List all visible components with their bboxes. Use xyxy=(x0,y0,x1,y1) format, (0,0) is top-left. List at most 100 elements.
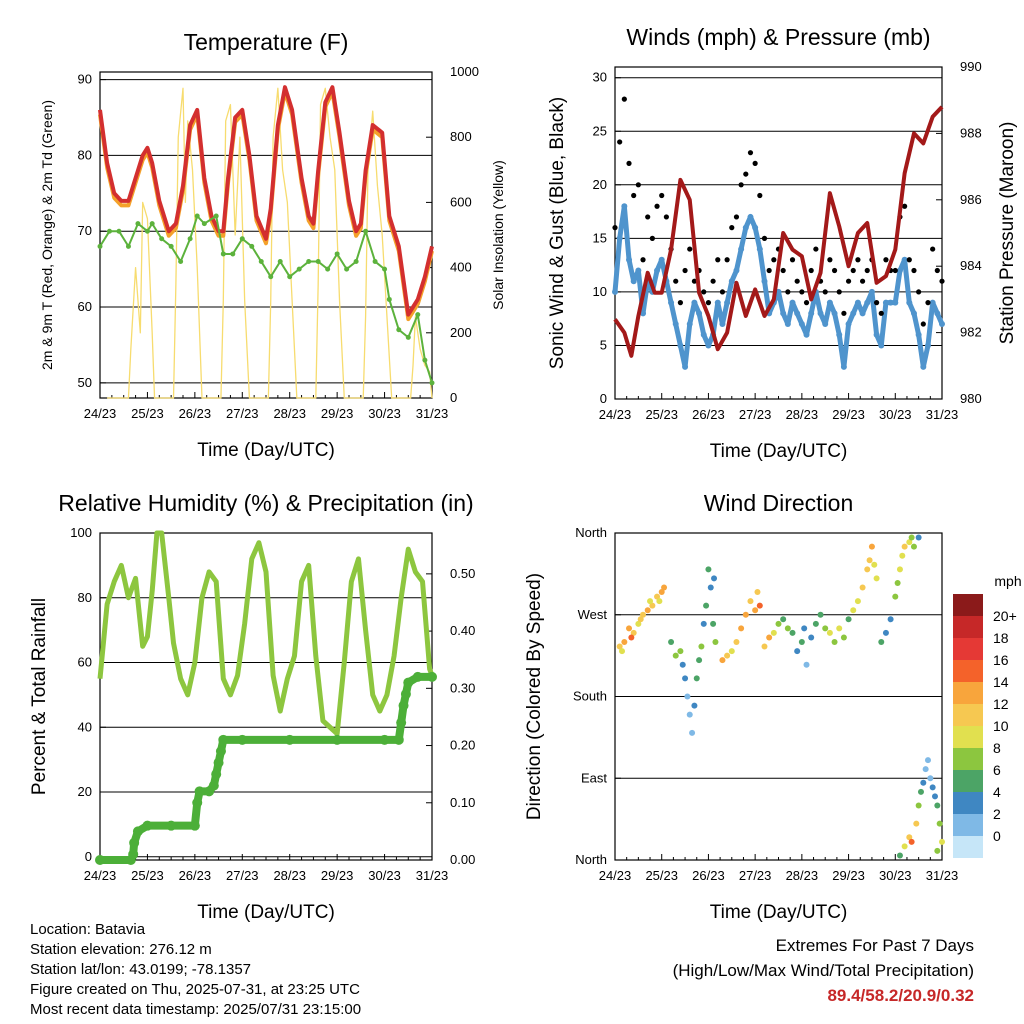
y-tick-label: 60 xyxy=(78,655,92,670)
humidity-panel: 24/23 25/23 26/23 27/23 28/23 29/23 30/23 31/23… xyxy=(29,490,475,923)
direction-point xyxy=(693,675,700,682)
wind-point xyxy=(668,299,675,306)
colorbar-label: 4 xyxy=(993,784,1001,800)
gust-point xyxy=(855,257,861,263)
gust-point xyxy=(715,257,721,263)
humidity-x-axis-label: Time (Day/UTC) xyxy=(197,902,335,923)
y-tick-label: 0 xyxy=(600,391,607,406)
direction-point xyxy=(868,543,875,550)
rainfall-point xyxy=(237,734,248,745)
temperature-title: Temperature (F) xyxy=(184,29,349,55)
direction-point xyxy=(686,711,693,718)
gust-point xyxy=(789,257,796,263)
gust-point xyxy=(939,278,945,284)
wind-point xyxy=(626,256,633,263)
winds-x-axis-label: Time (Day/UTC) xyxy=(710,441,848,462)
y2-tick-label: 0 xyxy=(450,390,457,405)
direction-point xyxy=(770,629,777,636)
y-tick-label: 20 xyxy=(78,784,92,799)
y2-tick-label: 0.00 xyxy=(450,852,475,867)
colorbar-swatch xyxy=(953,594,983,616)
direction-point xyxy=(803,661,810,668)
direction-point xyxy=(668,639,675,645)
direction-point xyxy=(808,634,815,641)
direction-point xyxy=(784,625,791,632)
direction-point xyxy=(658,589,665,596)
rainfall-point xyxy=(142,820,153,831)
y2-tick-label: 400 xyxy=(450,260,472,275)
colorbar-label: 8 xyxy=(993,740,1001,756)
direction-point xyxy=(733,639,740,645)
x-tick-label: 27/23 xyxy=(739,407,772,422)
wind-point xyxy=(873,331,880,338)
wind-point xyxy=(616,235,623,242)
direction-point xyxy=(711,575,718,582)
y-tick-label: 50 xyxy=(78,375,92,390)
gust-point xyxy=(654,203,660,209)
pressure-line xyxy=(613,105,944,358)
x-tick-label: 30/23 xyxy=(879,868,912,883)
colorbar-label: 6 xyxy=(993,762,1001,778)
x-tick-label: 24/23 xyxy=(84,406,117,421)
direction-point xyxy=(822,625,829,632)
gust-point xyxy=(808,267,814,274)
wind-point xyxy=(826,299,833,306)
direction-point xyxy=(724,652,731,659)
speed-colorbar: mph 20+ 18 16 14 12 10 8 6 4 2 0 xyxy=(953,573,1022,858)
y2-tick-label: 984 xyxy=(960,258,982,273)
gust-point xyxy=(705,300,712,306)
direction-point xyxy=(836,625,843,632)
wind-point xyxy=(635,267,642,274)
wind-point xyxy=(854,299,861,306)
gust-point xyxy=(626,160,632,166)
y2-tick-label: 800 xyxy=(450,129,472,144)
direction-point xyxy=(626,625,633,632)
wind-point xyxy=(621,203,628,210)
rainfall-point xyxy=(393,734,404,745)
y-tick-label: East xyxy=(581,770,607,785)
direction-point xyxy=(640,611,647,618)
humidity-title: Relative Humidity (%) & Precipitation (i… xyxy=(58,490,473,516)
gust-point xyxy=(902,203,908,209)
wind-point xyxy=(915,331,922,338)
solar-line xyxy=(107,87,433,399)
x-tick-label: 28/23 xyxy=(786,868,819,883)
gust-point xyxy=(911,267,917,274)
gust-point xyxy=(883,257,889,263)
wind-point xyxy=(728,278,735,285)
wind-point xyxy=(831,310,838,317)
y-tick-label: 80 xyxy=(78,590,92,605)
direction-point xyxy=(934,802,941,809)
y2-tick-label: 200 xyxy=(450,325,472,340)
direction-point xyxy=(887,616,894,623)
gust-point xyxy=(934,267,940,274)
direction-point xyxy=(761,643,768,650)
winds-y2-axis-label: Station Pressure (Maroon) xyxy=(997,122,1018,345)
direction-point xyxy=(644,607,651,614)
colorbar-label: 14 xyxy=(993,674,1009,690)
y-tick-label: 40 xyxy=(78,719,92,734)
humidity-line xyxy=(97,530,435,737)
rainfall-point xyxy=(403,677,414,688)
gust-point xyxy=(874,300,880,306)
direction-point xyxy=(840,634,847,641)
direction-title: Wind Direction xyxy=(704,490,854,516)
wind-point xyxy=(882,299,889,306)
wind-point xyxy=(677,342,684,349)
wind-point xyxy=(789,299,796,306)
wind-point xyxy=(845,321,852,328)
gust-point xyxy=(916,289,922,295)
direction-point xyxy=(710,620,717,627)
direction-point xyxy=(682,675,689,682)
y-tick-label: 15 xyxy=(593,230,607,245)
y2-tick-label: 1000 xyxy=(450,64,479,79)
colorbar-label: 16 xyxy=(993,652,1009,668)
wind-point xyxy=(896,267,903,274)
rainfall-point xyxy=(208,780,219,791)
y2-tick-label: 0.10 xyxy=(450,795,475,810)
gust-point xyxy=(850,267,856,274)
colorbar-swatch xyxy=(953,682,983,704)
direction-point xyxy=(812,620,819,627)
direction-point xyxy=(780,616,787,623)
rainfall-point xyxy=(400,689,411,700)
